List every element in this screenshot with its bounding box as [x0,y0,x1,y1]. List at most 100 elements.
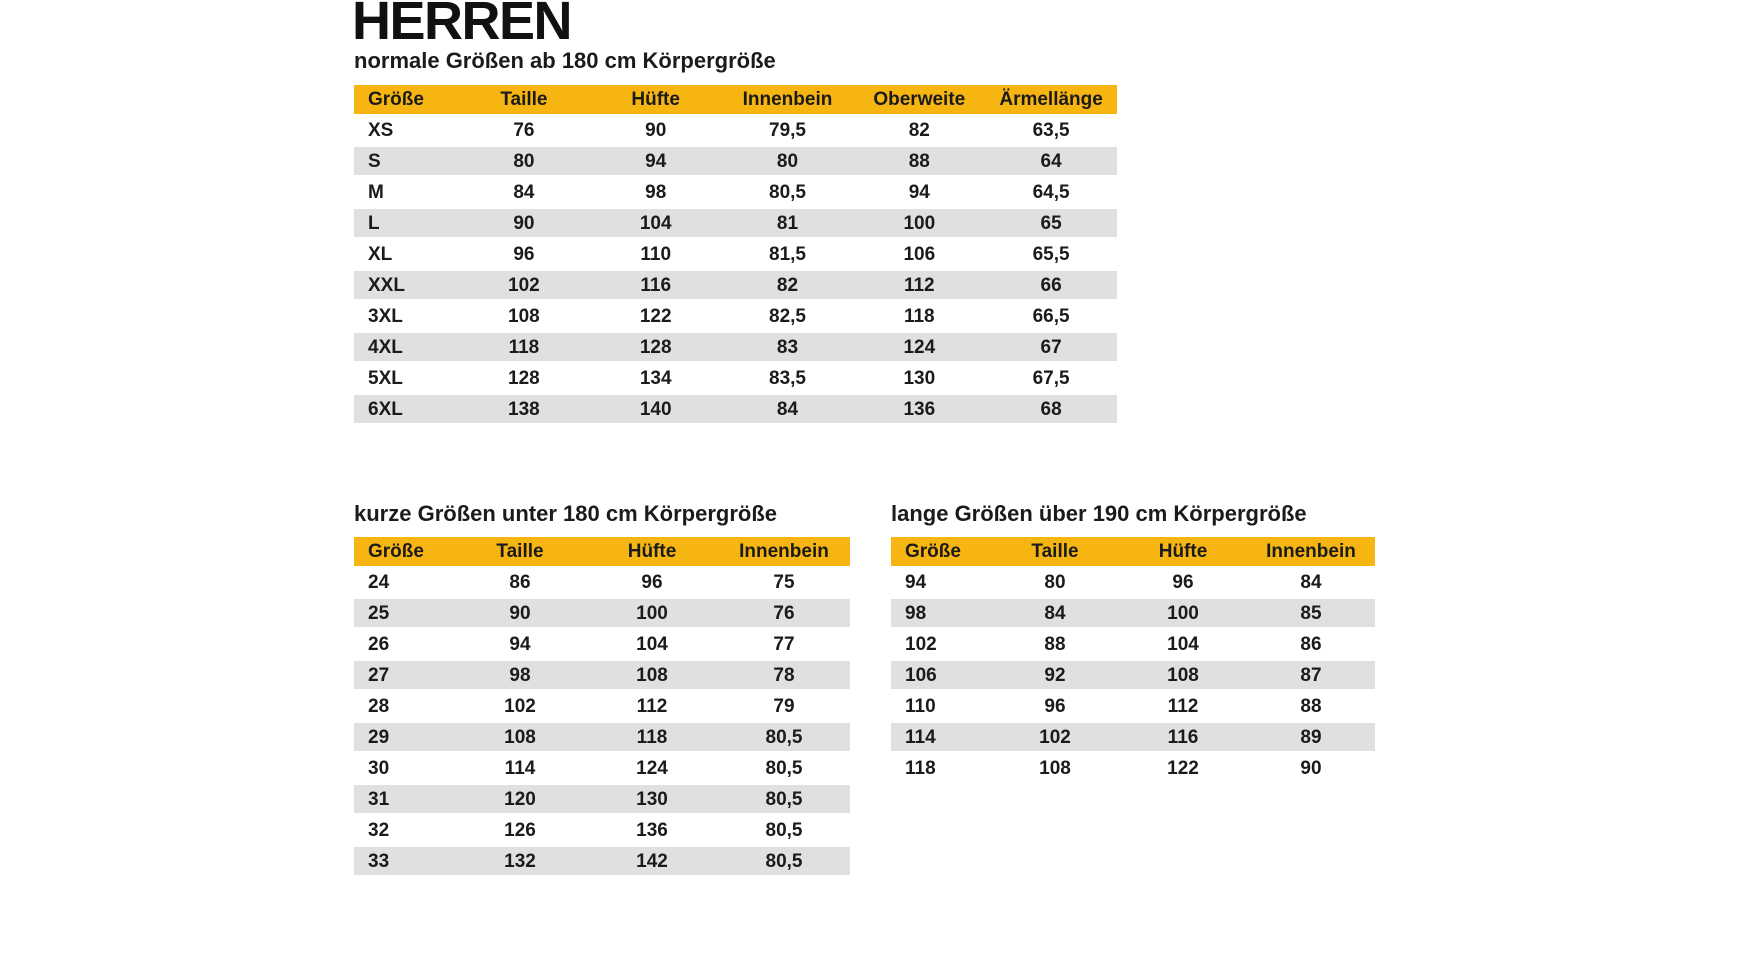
column-header: Taille [1031,541,1079,562]
table-row: M 84 98 80,5 94 64,5 [354,178,1117,209]
table-header-row: Größe Taille Hüfte Innenbein [891,537,1375,568]
table-cell: 114 [504,757,536,779]
table-cell: 100 [903,212,936,234]
column-header: Innenbein [739,541,829,562]
table-cell: 120 [504,788,536,810]
table-cell: 108 [508,305,540,327]
table-cell: 96 [641,571,663,593]
column-header: Oberweite [873,89,966,110]
table-row: 94 80 96 84 [891,568,1375,599]
table-cell: 75 [773,571,795,593]
size-label-cell: 32 [368,819,390,841]
table-cell: 66 [1040,274,1062,296]
table-cell: 106 [903,243,936,265]
size-label-cell: 24 [368,571,390,593]
table-cell: 100 [1167,602,1199,624]
table-cell: 124 [903,336,936,358]
table-cell: 78 [773,664,795,686]
table-cell: 82 [776,274,799,296]
column-header: Innenbein [742,89,833,110]
table-row: 30 114 124 80,5 [354,754,850,785]
table-cell: 96 [1044,695,1066,717]
table-row: 24 86 96 75 [354,568,850,599]
table-cell: 65 [1040,212,1062,234]
table-cell: 79,5 [769,119,806,141]
size-label-cell: XXL [368,274,405,296]
size-label-cell: XS [368,119,394,141]
table-cell: 108 [504,726,536,748]
table-cell: 88 [1300,695,1322,717]
table-cell: 67 [1040,336,1062,358]
table-cell: 66,5 [1032,305,1070,327]
table-cell: 67,5 [1032,367,1070,389]
table-cell: 116 [1167,726,1199,748]
table-cell: 81 [776,212,799,234]
table-row: XL 96 110 81,5 106 65,5 [354,240,1117,271]
size-label-cell: 94 [905,571,927,593]
table-cell: 76 [773,602,795,624]
table-cell: 89 [1300,726,1322,748]
table-cell: 94 [908,181,930,203]
table-cell: 76 [513,119,535,141]
table-row: S 80 94 80 88 64 [354,147,1117,178]
table-cell: 112 [636,695,668,717]
table-cell: 64 [1040,150,1062,172]
table-row: 27 98 108 78 [354,661,850,692]
table-cell: 126 [504,819,536,841]
size-label-cell: 33 [368,850,390,872]
table-row: 98 84 100 85 [891,599,1375,630]
table-cell: 90 [645,119,667,141]
table-cell: 96 [1172,571,1194,593]
table-cell: 84 [776,398,799,420]
table-cell: 84 [1044,602,1066,624]
table-cell: 104 [636,633,668,655]
table-cell: 138 [508,398,540,420]
table-cell: 104 [639,212,672,234]
size-label-cell: 25 [368,602,390,624]
table-cell: 136 [903,398,936,420]
size-table-normal: Größe Taille Hüfte Innenbein Oberweite Ärmell… [354,85,1117,426]
table-cell: 64,5 [1032,181,1070,203]
table-cell: 118 [636,726,668,748]
column-header: Größe [905,541,961,562]
table-cell: 132 [504,850,536,872]
table-cell: 90 [1300,757,1322,779]
table-cell: 84 [513,181,535,203]
size-label-cell: 5XL [368,367,403,389]
table-row: 29 108 118 80,5 [354,723,850,754]
table-cell: 87 [1300,664,1322,686]
size-label-cell: S [368,150,381,172]
table-cell: 63,5 [1032,119,1070,141]
table-cell: 112 [903,274,935,296]
table-cell: 116 [640,274,672,296]
size-label-cell: 118 [905,757,936,779]
column-header: Hüfte [627,541,677,562]
table-cell: 142 [636,850,668,872]
size-table-long: Größe Taille Hüfte Innenbein 94 80 96 84 98 84 100… [891,537,1375,785]
table-cell: 80,5 [765,788,803,810]
table-cell: 122 [639,305,672,327]
size-label-cell: 29 [368,726,390,748]
table-cell: 88 [1044,633,1066,655]
table-row: 106 92 108 87 [891,661,1375,692]
table-cell: 110 [640,243,672,265]
size-label-cell: 110 [905,695,936,717]
table-row: 28 102 112 79 [354,692,850,723]
table-row: 6XL 138 140 84 136 68 [354,395,1117,426]
table-cell: 102 [1039,726,1071,748]
size-label-cell: 27 [368,664,390,686]
table-cell: 108 [1039,757,1071,779]
table-cell: 80,5 [765,726,803,748]
table-cell: 90 [513,212,535,234]
table-cell: 102 [508,274,540,296]
table-cell: 98 [645,181,667,203]
table-row: 31 120 130 80,5 [354,785,850,816]
column-header: Innenbein [1266,541,1356,562]
table-cell: 134 [639,367,672,389]
table-cell: 86 [509,571,531,593]
table-cell: 86 [1300,633,1322,655]
table-cell: 140 [639,398,672,420]
table-cell: 136 [636,819,668,841]
table-cell: 65,5 [1032,243,1070,265]
